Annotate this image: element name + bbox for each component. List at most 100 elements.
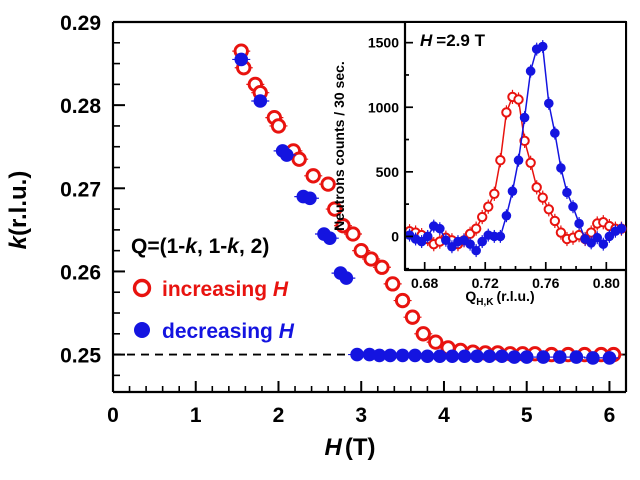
- data-point: [495, 155, 506, 166]
- inset-y-tick-label: 1500: [368, 35, 399, 51]
- data-point: [327, 201, 343, 217]
- inset-x-tick-label: 0.68: [411, 275, 438, 291]
- x-tick-label: 4: [438, 404, 450, 427]
- inset-y-tick-label: 1000: [368, 99, 399, 115]
- data-point: [549, 215, 561, 227]
- data-point: [428, 334, 444, 350]
- data-point: [339, 271, 354, 285]
- data-point: [537, 192, 548, 203]
- x-tick-label: 1: [190, 404, 202, 427]
- data-point: [569, 350, 584, 364]
- x-tick-label: 6: [604, 404, 616, 427]
- main-data-points: [232, 43, 623, 365]
- data-point: [513, 155, 524, 166]
- data-point: [415, 326, 431, 342]
- inset-y-ticks: 0 500 1000 1500: [368, 35, 413, 270]
- data-point: [550, 128, 560, 138]
- inset-x-ticks: 0.68 0.72 0.76 0.80: [411, 262, 620, 291]
- data-point: [519, 350, 534, 364]
- data-point: [507, 350, 522, 364]
- data-point: [477, 236, 487, 247]
- data-point: [543, 204, 555, 215]
- data-point: [586, 351, 600, 365]
- data-point: [291, 151, 307, 167]
- data-point: [362, 347, 377, 362]
- data-point: [519, 112, 530, 123]
- data-point: [422, 231, 433, 242]
- data-point: [435, 223, 445, 234]
- data-point: [525, 66, 536, 76]
- data-point: [616, 223, 627, 234]
- legend-increasing: increasing H: [132, 278, 289, 301]
- inset-x-axis-title: QH,K (r.l.u.): [465, 288, 534, 308]
- data-point: [350, 347, 364, 362]
- data-point: [501, 210, 512, 221]
- data-point: [471, 245, 481, 256]
- inset-y-tick-label: 500: [376, 164, 400, 180]
- data-point: [495, 231, 506, 242]
- inset-y-axis-title: Neutrons counts / 30 sec.: [331, 61, 347, 231]
- data-point: [322, 231, 337, 245]
- data-point: [279, 148, 294, 162]
- data-point: [404, 309, 421, 325]
- series-decreasing-H: [232, 52, 619, 365]
- legend-marker-open-circle: [132, 278, 152, 298]
- inset-y-tick-label: 0: [391, 228, 399, 244]
- y-tick-label: 0.28: [60, 95, 101, 118]
- data-point: [598, 239, 609, 249]
- data-point: [592, 232, 603, 243]
- data-point: [574, 218, 584, 229]
- data-point: [305, 168, 321, 184]
- y-tick-label: 0.26: [60, 261, 101, 284]
- data-point: [465, 239, 475, 249]
- data-point: [253, 94, 268, 108]
- inset-x-tick-label: 0.76: [532, 275, 559, 291]
- legend-decreasing: decreasing H: [134, 320, 295, 343]
- main-x-axis-title: H (T): [325, 434, 376, 461]
- data-point: [531, 182, 542, 193]
- data-point: [408, 348, 422, 363]
- inset-plot-panel: 0.68 0.72 0.76 0.80 0 500 1000 1500 H =2.9 T Ne…: [331, 21, 627, 308]
- data-point: [383, 348, 397, 363]
- data-point: [335, 218, 351, 234]
- data-point: [445, 349, 460, 364]
- data-point: [385, 276, 401, 292]
- main-y-axis-title: k(r.l.u.): [5, 171, 32, 250]
- data-point: [562, 187, 572, 198]
- data-point: [489, 188, 500, 199]
- main-plot-panel: 0 1 2 3 4 5 6 0.25 0.26 0.27 0.28 0.29 H (T) k(r.l.…: [5, 12, 628, 461]
- data-point: [568, 201, 578, 212]
- data-point: [519, 135, 530, 147]
- series-decreasing-H: [404, 40, 627, 258]
- data-point: [372, 348, 387, 363]
- y-tick-label: 0.27: [60, 178, 101, 201]
- data-point: [482, 349, 497, 364]
- inset-x-tick-label: 0.80: [593, 275, 620, 291]
- main-x-ticks: 0 1 2 3 4 5 6: [107, 381, 615, 427]
- data-point: [433, 349, 447, 364]
- data-point: [544, 98, 554, 109]
- data-point: [556, 163, 566, 173]
- inset-field-annotation: H =2.9 T: [420, 31, 486, 50]
- x-tick-label: 5: [521, 404, 533, 427]
- inset-data-points: [404, 40, 627, 258]
- legend-label-increasing: increasing H: [162, 278, 289, 301]
- data-point: [501, 107, 512, 118]
- data-point: [353, 243, 369, 259]
- data-point: [536, 350, 551, 364]
- data-point: [270, 118, 287, 134]
- data-point: [234, 52, 249, 67]
- legend-marker-filled-circle: [134, 322, 150, 338]
- x-tick-label: 0: [107, 404, 119, 427]
- data-point: [470, 349, 484, 364]
- data-point: [303, 191, 317, 206]
- main-y-ticks: 0.25 0.26 0.27 0.28 0.29: [60, 12, 125, 377]
- data-point: [394, 292, 411, 309]
- data-point: [470, 223, 482, 234]
- data-point: [553, 350, 567, 364]
- q-vector-annotation: Q=(1-k, 1-k, 2): [131, 235, 269, 258]
- data-point: [374, 259, 390, 275]
- data-point: [495, 349, 509, 364]
